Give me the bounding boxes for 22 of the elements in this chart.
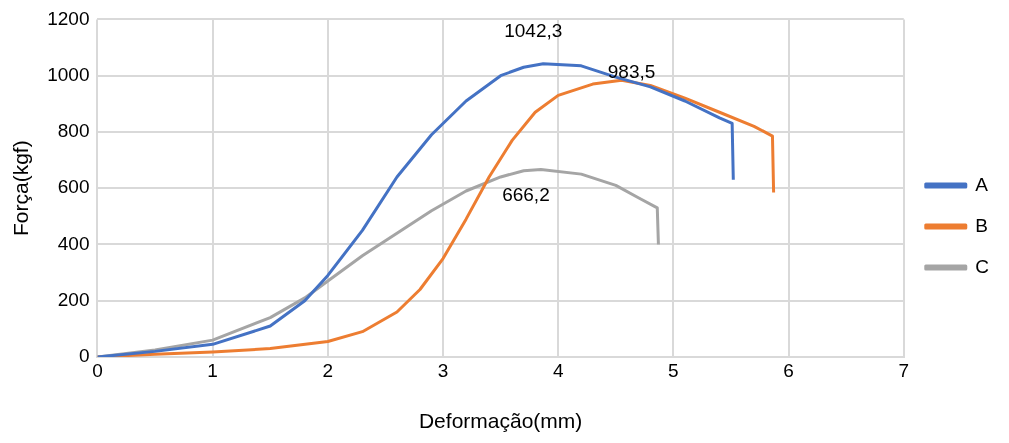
x-tick-label: 6 xyxy=(783,359,794,381)
annotation: 666,2 xyxy=(502,183,550,205)
y-tick-label: 1200 xyxy=(47,7,90,29)
x-tick-label: 3 xyxy=(437,359,449,381)
legend-label: B xyxy=(975,214,988,236)
x-tick-label: 4 xyxy=(552,359,564,381)
x-axis-title: Deformação(mm) xyxy=(418,409,583,433)
x-tick-label: 7 xyxy=(898,359,910,381)
legend-label: A xyxy=(975,173,989,195)
legend-label: C xyxy=(975,255,990,277)
y-tick-label: 800 xyxy=(57,120,90,142)
y-tick-label: 1000 xyxy=(47,63,90,85)
x-tick-label: 5 xyxy=(668,359,679,381)
y-tick-label: 200 xyxy=(57,288,90,310)
y-axis-title: Força(kgf) xyxy=(9,140,33,237)
x-tick-label: 2 xyxy=(322,359,334,381)
y-tick-label: 600 xyxy=(57,176,90,198)
annotation: 1042,3 xyxy=(504,20,563,41)
annotation: 983,5 xyxy=(607,60,656,82)
y-tick-label: 0 xyxy=(78,345,90,367)
x-tick-label: 1 xyxy=(207,359,218,381)
y-tick-label: 400 xyxy=(57,232,90,254)
